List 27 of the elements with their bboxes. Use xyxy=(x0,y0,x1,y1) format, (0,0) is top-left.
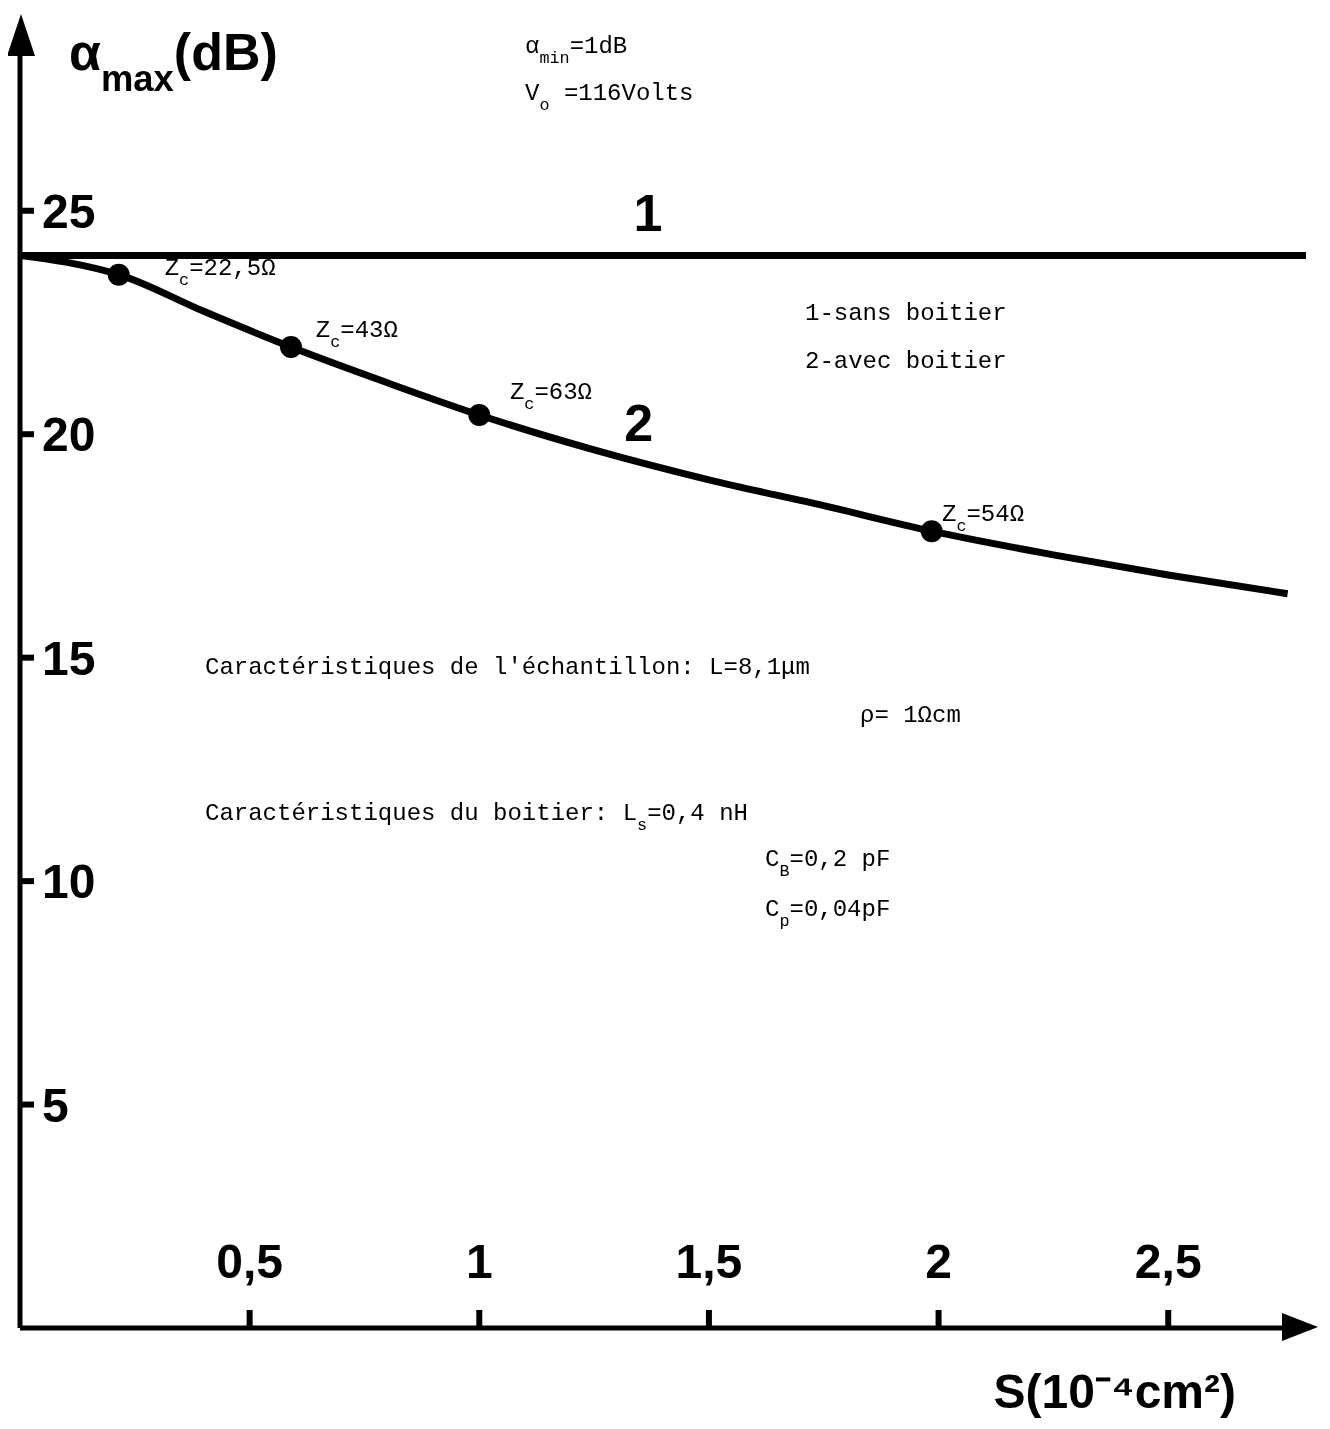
series-label: 1 xyxy=(633,184,663,243)
y-tick-label: 5 xyxy=(42,1078,69,1132)
annotation: ρ= 1Ωcm xyxy=(860,702,961,729)
x-axis-title: S(10⁻⁴cm²) xyxy=(993,1365,1236,1418)
annotation: Z$_{c}$=43Ω xyxy=(315,316,398,352)
y-tick-label: 10 xyxy=(42,855,96,909)
x-tick-label: 0,5 xyxy=(216,1235,284,1288)
annotation: Caractéristiques de l'échantillon: L=8,1μm xyxy=(205,654,810,681)
y-tick-label: 25 xyxy=(42,184,96,238)
x-tick-label: 1 xyxy=(465,1235,493,1288)
x-tick-label: 1,5 xyxy=(675,1235,743,1288)
annotation: C$_{p}$=0,04pF xyxy=(765,896,891,931)
series-label: 2 xyxy=(624,394,654,453)
y-tick-label: 15 xyxy=(42,631,96,685)
x-tick-label: 2,5 xyxy=(1134,1235,1202,1288)
annotation: 1-sans boitier xyxy=(805,300,1007,327)
y-tick-label: 20 xyxy=(42,408,96,462)
annotation: Z$_{c}$=22,5Ω xyxy=(164,255,276,290)
x-tick-label: 2 xyxy=(925,1235,952,1288)
y-axis-title: α$_{max}$(dB) xyxy=(69,23,278,99)
annotation: α$_{min}$=1dB xyxy=(525,33,628,68)
annotation: C$_{B}$=0,2 pF xyxy=(765,846,891,881)
annotation: 2-avec boitier xyxy=(805,348,1007,375)
annotation: Z$_{c}$=54Ω xyxy=(941,500,1025,536)
annotation: Caractéristiques du boitier: L$_{s}$=0,4 nH xyxy=(205,800,748,835)
annotation: Z$_{c}$=63Ω xyxy=(509,378,593,414)
annotation: V$_{o}$ =116Volts xyxy=(525,80,694,115)
